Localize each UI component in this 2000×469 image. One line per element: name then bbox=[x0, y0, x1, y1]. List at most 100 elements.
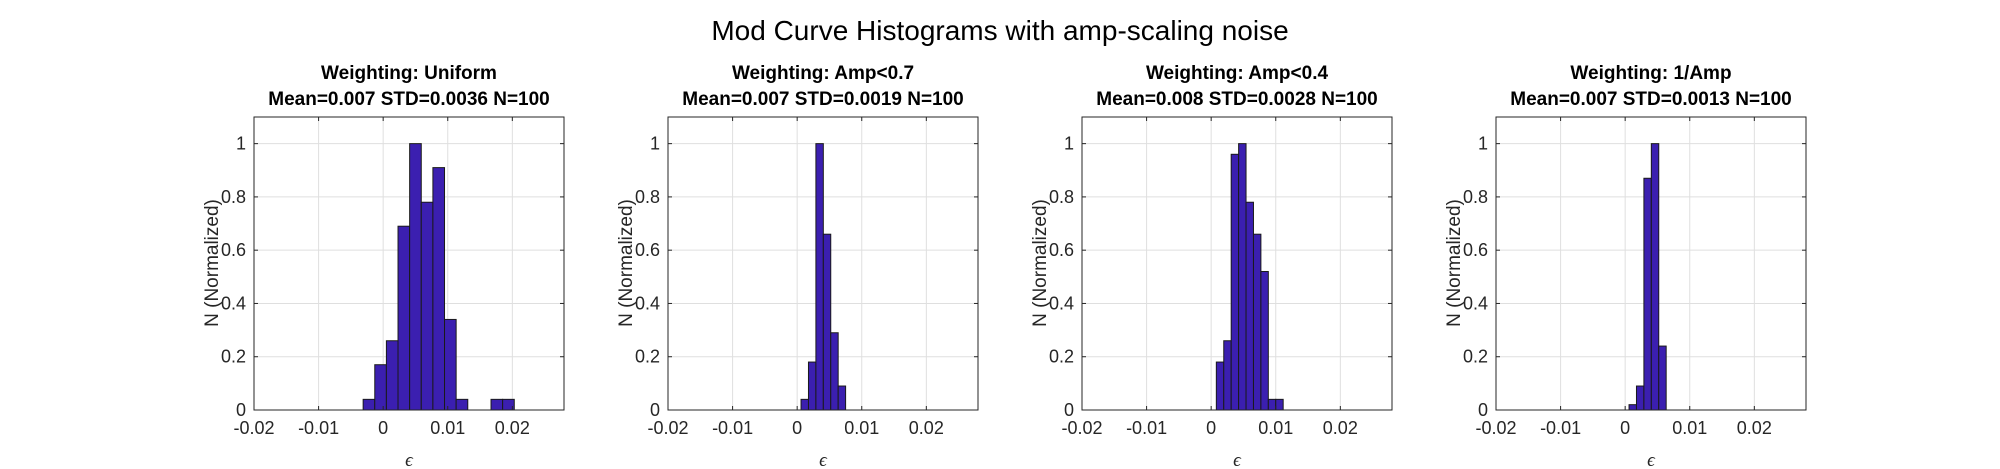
histogram-bar bbox=[1267, 398, 1277, 411]
y-tick-label: 1 bbox=[650, 134, 660, 154]
histogram-bar bbox=[409, 143, 422, 411]
x-tick-label: 0.02 bbox=[1737, 418, 1772, 438]
x-tick-label: -0.01 bbox=[712, 418, 753, 438]
y-tick-label: 0.8 bbox=[1049, 187, 1074, 207]
histogram-bar bbox=[420, 201, 434, 411]
y-tick-label: 0.6 bbox=[221, 240, 246, 260]
panel-uniform-xlabel: ϵ bbox=[405, 450, 414, 469]
y-tick-label: 0.6 bbox=[1049, 240, 1074, 260]
histogram-bar bbox=[362, 398, 376, 411]
x-tick-label: 0.02 bbox=[909, 418, 944, 438]
histogram-bar bbox=[807, 361, 817, 411]
y-tick-label: 0.8 bbox=[1463, 187, 1488, 207]
histogram-bar bbox=[490, 398, 504, 411]
y-tick-label: 0 bbox=[236, 400, 246, 420]
x-tick-label: -0.02 bbox=[1475, 418, 1516, 438]
y-tick-label: 0.4 bbox=[221, 293, 246, 313]
x-tick-label: -0.02 bbox=[647, 418, 688, 438]
histogram-bar bbox=[1628, 404, 1637, 411]
x-tick-label: 0.02 bbox=[495, 418, 530, 438]
y-tick-label: 1 bbox=[236, 134, 246, 154]
panel-amp07-ylabel: N (Normalized) bbox=[616, 199, 637, 327]
histogram-bar bbox=[444, 318, 457, 411]
x-tick-label: 0 bbox=[378, 418, 388, 438]
histogram-bar bbox=[432, 167, 446, 411]
axes-box bbox=[1495, 116, 1807, 411]
panel-amp07: Weighting: Amp<0.7 Mean=0.007 STD=0.0019… bbox=[616, 63, 979, 469]
histogram-bar bbox=[1275, 398, 1284, 411]
histogram-bar bbox=[397, 225, 411, 411]
y-tick-label: 0 bbox=[650, 400, 660, 420]
x-tick-label: 0 bbox=[792, 418, 802, 438]
y-tick-label: 0.4 bbox=[635, 293, 660, 313]
histogram-bar bbox=[800, 398, 809, 411]
histogram-bar bbox=[822, 233, 832, 411]
x-tick-label: -0.01 bbox=[298, 418, 339, 438]
y-tick-label: 0.8 bbox=[221, 187, 246, 207]
histogram-bar bbox=[1223, 340, 1232, 411]
histogram-bar bbox=[1230, 153, 1240, 411]
panel-amp04-title: Weighting: Amp<0.4 bbox=[1146, 63, 1329, 84]
panel-amp04-ylabel: N (Normalized) bbox=[1030, 199, 1051, 327]
x-tick-label: -0.01 bbox=[1126, 418, 1167, 438]
x-tick-label: 0 bbox=[1620, 418, 1630, 438]
y-tick-label: 1 bbox=[1064, 134, 1074, 154]
y-tick-label: 0.2 bbox=[221, 347, 246, 367]
panel-amp04: Weighting: Amp<0.4 Mean=0.008 STD=0.0028… bbox=[1030, 63, 1393, 469]
axes-box bbox=[667, 116, 979, 411]
panel-amp07-xlabel: ϵ bbox=[819, 450, 828, 469]
histogram-bar bbox=[1238, 143, 1247, 411]
x-tick-label: 0.01 bbox=[1258, 418, 1293, 438]
panel-uniform-ylabel: N (Normalized) bbox=[202, 199, 223, 327]
x-tick-label: 0.02 bbox=[1323, 418, 1358, 438]
histogram-bar bbox=[1658, 345, 1667, 411]
x-tick-label: 0.01 bbox=[844, 418, 879, 438]
histogram-bar bbox=[1260, 270, 1269, 411]
axes-box bbox=[1081, 116, 1393, 411]
histogram-bar bbox=[1635, 385, 1645, 411]
x-tick-label: 0 bbox=[1206, 418, 1216, 438]
histogram-bar bbox=[455, 398, 469, 411]
y-tick-label: 0.2 bbox=[1463, 347, 1488, 367]
histogram-bar bbox=[374, 364, 387, 411]
y-tick-label: 0.2 bbox=[635, 347, 660, 367]
y-tick-label: 0.2 bbox=[1049, 347, 1074, 367]
y-tick-label: 0.8 bbox=[635, 187, 660, 207]
y-tick-label: 0.6 bbox=[1463, 240, 1488, 260]
panel-uniform-subtitle: Mean=0.007 STD=0.0036 N=100 bbox=[268, 89, 550, 110]
histogram-bar bbox=[1215, 361, 1225, 411]
x-tick-label: -0.01 bbox=[1540, 418, 1581, 438]
histogram-bar bbox=[815, 143, 824, 411]
y-tick-label: 0 bbox=[1064, 400, 1074, 420]
histogram-bar bbox=[1650, 143, 1660, 411]
histogram-bar bbox=[385, 340, 399, 411]
y-tick-label: 0.4 bbox=[1049, 293, 1074, 313]
x-tick-label: -0.02 bbox=[1061, 418, 1102, 438]
panel-uniform: Weighting: Uniform Mean=0.007 STD=0.0036… bbox=[202, 63, 565, 469]
panel-inv-amp-title: Weighting: 1/Amp bbox=[1570, 63, 1731, 84]
histogram-bar bbox=[830, 332, 839, 411]
panel-inv-amp-subtitle: Mean=0.007 STD=0.0013 N=100 bbox=[1510, 89, 1792, 110]
histogram-bar bbox=[837, 385, 847, 411]
y-tick-label: 0.6 bbox=[635, 240, 660, 260]
x-tick-label: 0.01 bbox=[430, 418, 465, 438]
axes-box bbox=[253, 116, 565, 411]
y-tick-label: 1 bbox=[1478, 134, 1488, 154]
x-tick-label: 0.01 bbox=[1672, 418, 1707, 438]
panel-inv-amp-xlabel: ϵ bbox=[1647, 450, 1656, 469]
y-tick-label: 0.4 bbox=[1463, 293, 1488, 313]
panel-amp07-title: Weighting: Amp<0.7 bbox=[732, 63, 914, 84]
panel-amp04-subtitle: Mean=0.008 STD=0.0028 N=100 bbox=[1096, 89, 1378, 110]
x-tick-label: -0.02 bbox=[233, 418, 274, 438]
y-tick-label: 0 bbox=[1478, 400, 1488, 420]
panel-inv-amp: Weighting: 1/Amp Mean=0.007 STD=0.0013 N… bbox=[1444, 63, 1807, 469]
panel-inv-amp-ylabel: N (Normalized) bbox=[1444, 199, 1465, 327]
histogram-bar bbox=[1252, 233, 1262, 411]
panel-amp04-xlabel: ϵ bbox=[1233, 450, 1242, 469]
histogram-bar bbox=[1643, 177, 1652, 411]
histogram-bar bbox=[1245, 201, 1254, 411]
panel-amp07-subtitle: Mean=0.007 STD=0.0019 N=100 bbox=[682, 89, 964, 110]
panel-uniform-title: Weighting: Uniform bbox=[321, 63, 497, 84]
figure-title: Mod Curve Histograms with amp-scaling no… bbox=[711, 15, 1288, 46]
